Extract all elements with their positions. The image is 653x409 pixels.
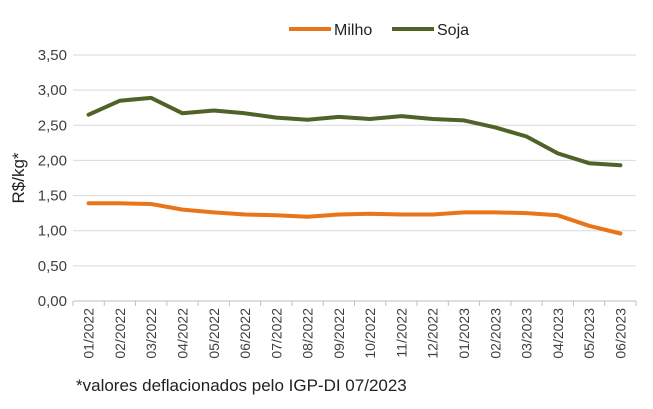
x-tick-label: 03/2022 [143,308,159,359]
x-tick-label: 11/2022 [393,308,409,358]
x-tick-label: 04/2023 [550,308,566,359]
x-axis-ticks: 01/2022 02/2022 03/2022 04/2022 05/2022 06/20… [81,308,629,359]
x-tick-label: 02/2023 [487,308,503,359]
x-tick-label: 08/2022 [300,308,316,359]
legend-label-milho: Milho [334,22,372,39]
footnote: *valores deflacionados pelo IGP-DI 07/20… [76,376,407,395]
x-tick-label: 03/2023 [519,308,535,359]
series-lines [86,95,623,236]
x-tick-label: 04/2022 [174,308,190,359]
x-tick-label: 05/2022 [206,308,222,359]
series-line-soja [86,95,623,168]
y-axis-ticks: 0,00 0,50 1,00 1,50 2,00 2,50 3,00 3,50 [38,47,67,310]
y-tick-label: 1,00 [38,223,67,240]
x-tick-label: 07/2022 [268,308,284,359]
legend-label-soja: Soja [437,22,469,39]
y-tick-label: 3,00 [38,82,67,99]
x-tick-label: 01/2022 [81,308,97,359]
y-tick-label: 2,50 [38,117,67,134]
y-tick-label: 1,50 [38,188,67,205]
legend: Milho Soja [289,22,469,39]
x-tick-label: 10/2022 [362,308,378,359]
x-tick-label: 12/2022 [425,308,441,359]
y-tick-label: 2,00 [38,152,67,169]
x-tick-label: 01/2023 [456,308,472,359]
x-tick-label: 02/2022 [112,308,128,359]
y-tick-label: 0,50 [38,258,67,275]
x-tick-label: 05/2023 [581,308,597,359]
x-tick-label: 06/2022 [237,308,253,359]
x-axis [72,300,637,306]
y-axis-label: R$/kg* [9,152,28,203]
y-tick-label: 3,50 [38,47,67,64]
series-line-milho [86,201,623,236]
gridlines [73,54,636,267]
x-tick-label: 06/2023 [612,308,628,359]
y-tick-label: 0,00 [38,293,67,310]
x-tick-label: 09/2022 [331,308,347,359]
